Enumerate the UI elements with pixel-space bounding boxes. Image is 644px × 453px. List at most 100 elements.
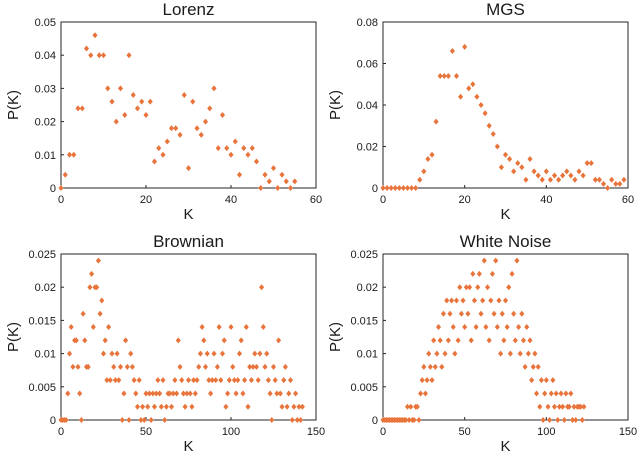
data-point — [540, 417, 546, 423]
data-point — [504, 324, 510, 331]
data-point — [131, 377, 137, 384]
data-point — [530, 363, 536, 370]
data-point — [563, 390, 569, 397]
data-point — [429, 151, 435, 158]
data-point — [207, 105, 213, 112]
y-tick-label: 0.02 — [35, 117, 56, 129]
data-point — [258, 185, 264, 191]
data-point — [133, 390, 139, 397]
data-point — [421, 363, 427, 370]
data-point — [276, 337, 282, 344]
x-axis-label: K — [183, 438, 193, 453]
x-tick-label: 60 — [310, 194, 322, 206]
y-tick-label: 0.025 — [350, 249, 378, 261]
data-point — [417, 176, 423, 183]
data-point — [494, 324, 500, 331]
data-point — [476, 270, 482, 277]
data-points — [58, 32, 298, 191]
data-point — [180, 390, 186, 397]
data-point — [556, 403, 562, 410]
data-point — [248, 377, 254, 384]
data-point — [156, 145, 162, 152]
data-point — [279, 171, 285, 178]
data-point — [209, 377, 215, 384]
data-point — [224, 145, 230, 152]
data-point — [170, 390, 176, 397]
data-point — [168, 403, 175, 410]
data-point — [145, 403, 151, 410]
data-point — [511, 310, 517, 317]
data-point — [190, 98, 196, 105]
data-point — [298, 417, 304, 423]
data-point — [208, 390, 214, 397]
data-point — [191, 377, 197, 384]
data-point — [58, 185, 64, 191]
data-point — [441, 72, 447, 79]
data-point — [568, 172, 574, 179]
data-point — [119, 417, 125, 423]
data-point — [148, 417, 154, 423]
data-point — [247, 363, 253, 370]
data-point — [184, 390, 190, 397]
data-point — [445, 72, 451, 79]
data-point — [219, 111, 226, 118]
x-tick-label: 150 — [307, 426, 325, 438]
chart-panel-1: 0 20 40 60 0 0.01 0.02 0.03 0.04 0.05 Lorenz K P(K) — [5, 0, 322, 223]
data-point — [539, 176, 545, 183]
chart-panel-3: 0 50 100 150 0 0.005 0.01 0.015 0.02 0.025 Brownia… — [5, 232, 325, 453]
data-point — [551, 172, 558, 179]
data-point — [99, 297, 105, 304]
data-point — [243, 324, 249, 331]
data-point — [206, 377, 212, 384]
data-point — [130, 92, 136, 99]
y-tick-label: 0.05 — [35, 17, 56, 29]
data-point — [432, 363, 438, 370]
x-tick-label: 150 — [619, 426, 637, 438]
x-tick-label: 20 — [459, 194, 471, 206]
data-point — [287, 377, 294, 384]
data-point — [543, 377, 549, 384]
y-tick-label: 0 — [372, 415, 378, 427]
chart-title: Lorenz — [163, 0, 215, 19]
data-point — [465, 310, 471, 317]
data-point — [517, 350, 523, 357]
chart-title: MGS — [486, 0, 525, 19]
data-point — [111, 363, 117, 370]
data-point — [257, 350, 263, 357]
data-point — [502, 151, 509, 158]
y-tick-label: 0.02 — [357, 282, 378, 294]
data-point — [535, 363, 541, 370]
data-point — [482, 110, 488, 117]
data-point — [429, 377, 435, 384]
data-point — [70, 363, 76, 370]
data-point — [121, 390, 127, 397]
x-axis-label: K — [183, 206, 193, 223]
data-point — [406, 417, 412, 423]
data-point — [408, 403, 414, 410]
data-point — [431, 337, 437, 344]
data-point — [275, 185, 281, 191]
data-point — [605, 185, 611, 191]
data-point — [460, 297, 466, 304]
data-point — [194, 377, 200, 384]
data-point — [232, 138, 238, 145]
data-point — [236, 350, 243, 357]
data-point — [262, 363, 268, 370]
data-point — [478, 102, 484, 108]
data-point — [168, 125, 175, 132]
data-point — [122, 111, 128, 118]
y-tick-label: 0.08 — [357, 17, 378, 29]
data-point — [236, 171, 243, 178]
data-point — [444, 297, 450, 304]
data-point — [187, 390, 193, 397]
data-point — [491, 310, 497, 317]
data-point — [442, 350, 448, 357]
data-point — [289, 417, 295, 423]
data-point — [136, 377, 142, 384]
axes-frame — [382, 253, 629, 421]
chart-title: White Noise — [460, 232, 552, 251]
data-point — [201, 337, 207, 344]
data-point — [569, 417, 576, 423]
y-tick-label: 0.005 — [28, 382, 56, 394]
data-point — [231, 377, 237, 384]
